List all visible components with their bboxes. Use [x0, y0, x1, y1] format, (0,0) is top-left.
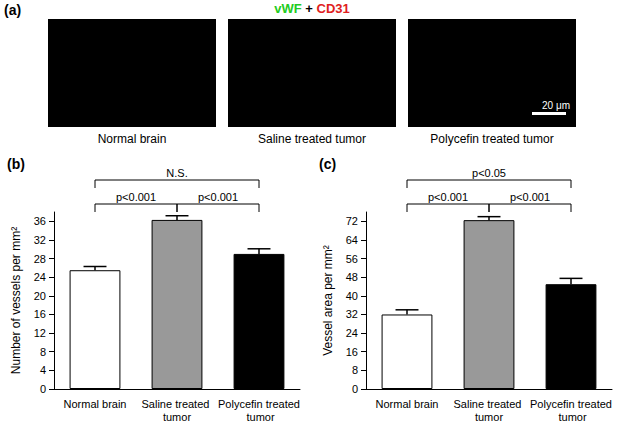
- html-text:20 μm: 20 μm: [542, 100, 570, 111]
- svg-text:p<0.05: p<0.05: [472, 167, 506, 179]
- svg-text:8: 8: [40, 346, 46, 358]
- svg-text:64: 64: [346, 234, 358, 246]
- html-text:vWF + CD31: vWF + CD31: [274, 1, 350, 16]
- html-text:Saline treated tumor: Saline treated tumor: [258, 132, 366, 146]
- svg-text:Saline treated: Saline treated: [454, 398, 525, 410]
- svg-text:tumor: tumor: [163, 411, 191, 423]
- svg-text:4: 4: [40, 364, 46, 376]
- svg-text:8: 8: [352, 364, 358, 376]
- svg-text:p<0.001: p<0.001: [116, 191, 156, 203]
- html-text:Normal brain: Normal brain: [97, 132, 167, 146]
- svg-text:24: 24: [346, 327, 358, 339]
- svg-text:0: 0: [352, 383, 358, 395]
- svg-text:72: 72: [346, 215, 358, 227]
- svg-text:Number of vessels per mm²: Number of vessels per mm²: [9, 227, 23, 374]
- html-text:Polycefin treated tumor: Polycefin treated tumor: [430, 132, 554, 146]
- svg-text:Polycefin treated: Polycefin treated: [530, 398, 612, 410]
- svg-text:48: 48: [346, 271, 358, 283]
- svg-text:56: 56: [346, 253, 358, 265]
- svg-text:p<0.001: p<0.001: [198, 191, 238, 203]
- svg-text:Normal brain: Normal brain: [376, 398, 439, 410]
- svg-text:(c): (c): [319, 156, 336, 172]
- svg-text:40: 40: [346, 290, 358, 302]
- svg-text:24: 24: [34, 271, 46, 283]
- svg-text:tumor: tumor: [475, 411, 503, 423]
- svg-text:Vessel area per mm²: Vessel area per mm²: [321, 245, 335, 356]
- svg-text:12: 12: [34, 327, 46, 339]
- svg-text:Saline treated: Saline treated: [142, 398, 213, 410]
- svg-text:p<0.001: p<0.001: [428, 191, 468, 203]
- svg-text:p<0.001: p<0.001: [510, 191, 550, 203]
- svg-text:0: 0: [40, 383, 46, 395]
- svg-text:tumor: tumor: [555, 411, 587, 423]
- svg-text:32: 32: [346, 308, 358, 320]
- svg-text:16: 16: [34, 308, 46, 320]
- svg-text:28: 28: [34, 253, 46, 265]
- svg-text:36: 36: [34, 215, 46, 227]
- svg-text:32: 32: [34, 234, 46, 246]
- svg-text:tumor: tumor: [243, 411, 275, 423]
- svg-text:Normal brain: Normal brain: [64, 398, 127, 410]
- svg-text:16: 16: [346, 346, 358, 358]
- svg-text:(b): (b): [7, 156, 25, 172]
- svg-text:N.S.: N.S.: [166, 167, 187, 179]
- svg-text:Polycefin treated: Polycefin treated: [218, 398, 300, 410]
- svg-text:20: 20: [34, 290, 46, 302]
- html-text:(a): (a): [4, 2, 22, 18]
